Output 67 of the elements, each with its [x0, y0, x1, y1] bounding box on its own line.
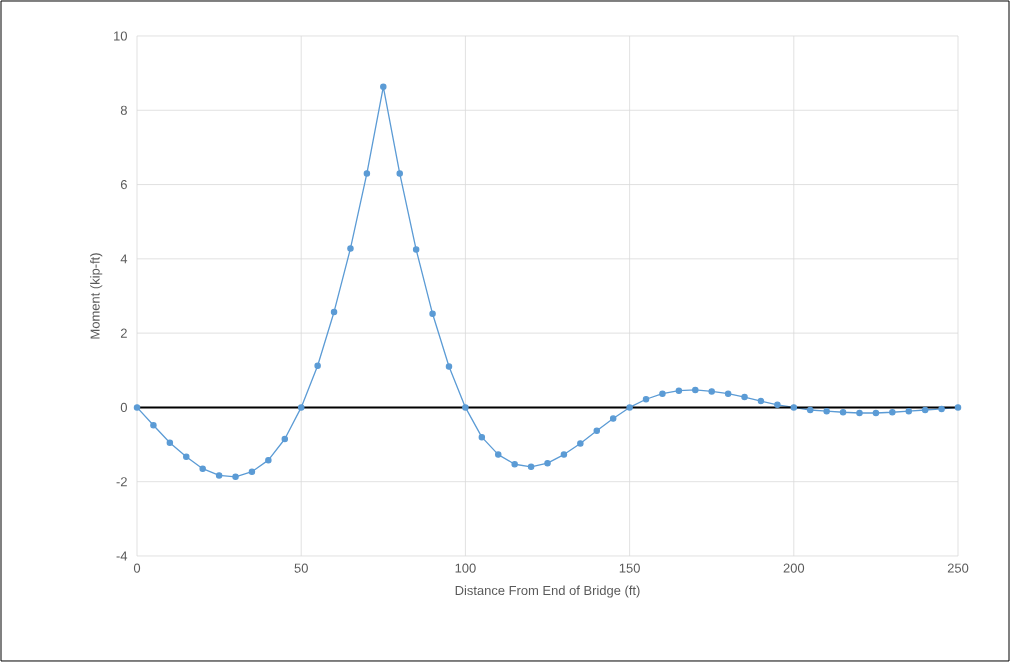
point: [757, 397, 765, 405]
point: [774, 401, 781, 409]
point: [265, 456, 272, 464]
point: [626, 404, 633, 411]
point: [347, 245, 354, 252]
point: [856, 409, 863, 417]
point: [692, 386, 699, 394]
y-tick-label: 2: [120, 328, 127, 338]
point: [166, 439, 174, 446]
x-axis-title: Distance From End of Bridge (ft): [455, 585, 640, 598]
y-tick-label: 8: [120, 105, 127, 115]
point: [183, 453, 190, 461]
point: [199, 465, 206, 472]
x-tick-label: 250: [947, 563, 969, 573]
point: [330, 308, 338, 316]
point: [806, 406, 814, 414]
point: [642, 395, 650, 403]
point: [839, 408, 847, 416]
point: [215, 472, 223, 479]
point: [281, 435, 289, 443]
point: [889, 408, 896, 416]
x-tick-label: 200: [783, 563, 805, 573]
point: [921, 406, 929, 414]
x-tick-label: 100: [455, 563, 476, 573]
point: [724, 390, 732, 397]
x-tick-label: 150: [619, 563, 640, 573]
y-tick-label: 0: [120, 402, 127, 412]
y-tick-label: 4: [120, 254, 128, 264]
point: [577, 440, 584, 447]
point: [708, 388, 715, 395]
y-axis-title: Moment (kip-ft): [90, 253, 103, 339]
point: [544, 459, 551, 467]
point: [133, 404, 141, 411]
point: [429, 310, 436, 318]
x-tick-label: 0: [133, 563, 141, 573]
point: [363, 170, 371, 177]
y-tick-label: -2: [116, 477, 127, 487]
point: [380, 83, 387, 91]
x-tick-label: 50: [294, 563, 308, 573]
point: [905, 407, 912, 415]
point: [478, 433, 486, 441]
point: [954, 404, 962, 411]
point: [675, 387, 683, 394]
point: [659, 390, 666, 397]
point: [823, 407, 830, 415]
y-tick-label: 6: [120, 179, 127, 190]
point: [248, 468, 256, 475]
y-tick-label: -4: [116, 551, 128, 561]
point: [741, 393, 748, 401]
point: [314, 362, 321, 370]
point: [593, 427, 601, 435]
point: [872, 409, 880, 417]
point: [396, 170, 403, 177]
point: [412, 246, 420, 253]
point: [609, 415, 617, 422]
point: [511, 460, 518, 468]
point: [527, 463, 535, 471]
point: [495, 451, 502, 458]
point: [938, 405, 945, 413]
point: [790, 404, 798, 411]
point: [560, 451, 568, 458]
point: [445, 363, 453, 370]
point: [297, 404, 305, 411]
y-tick-label: 10: [114, 31, 127, 41]
point: [150, 421, 157, 429]
point: [462, 404, 469, 411]
point: [232, 473, 239, 481]
